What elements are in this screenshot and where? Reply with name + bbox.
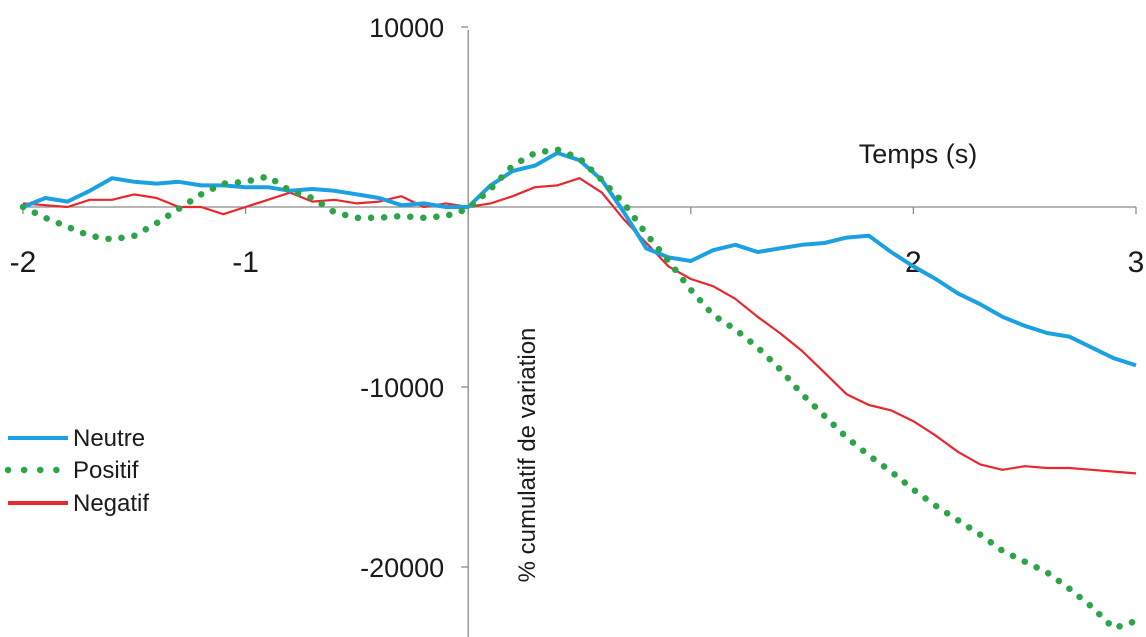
legend-label-neutre: Neutre [73, 425, 145, 452]
series-line-positif [19, 146, 1140, 632]
series-line-negatif [22, 177, 1137, 475]
y-tick-label: -20000 [360, 553, 444, 583]
legend-label-negatif: Negatif [73, 490, 149, 517]
series-line-neutre [22, 151, 1137, 368]
legend-label-positif: Positif [73, 457, 139, 484]
x-tick-label: -2 [10, 246, 37, 279]
y-tick-label: 10000 [369, 13, 444, 43]
x-axis-title: Temps (s) [859, 139, 978, 169]
y-tick-label: -10000 [360, 373, 444, 403]
y-axis-title: % cumulatif de variation [514, 328, 541, 583]
x-tick-label: 3 [1128, 246, 1145, 279]
series-lines [19, 146, 1140, 632]
legend: Neutre Positif Negatif [4, 425, 149, 517]
x-tick-label: -1 [232, 246, 259, 279]
